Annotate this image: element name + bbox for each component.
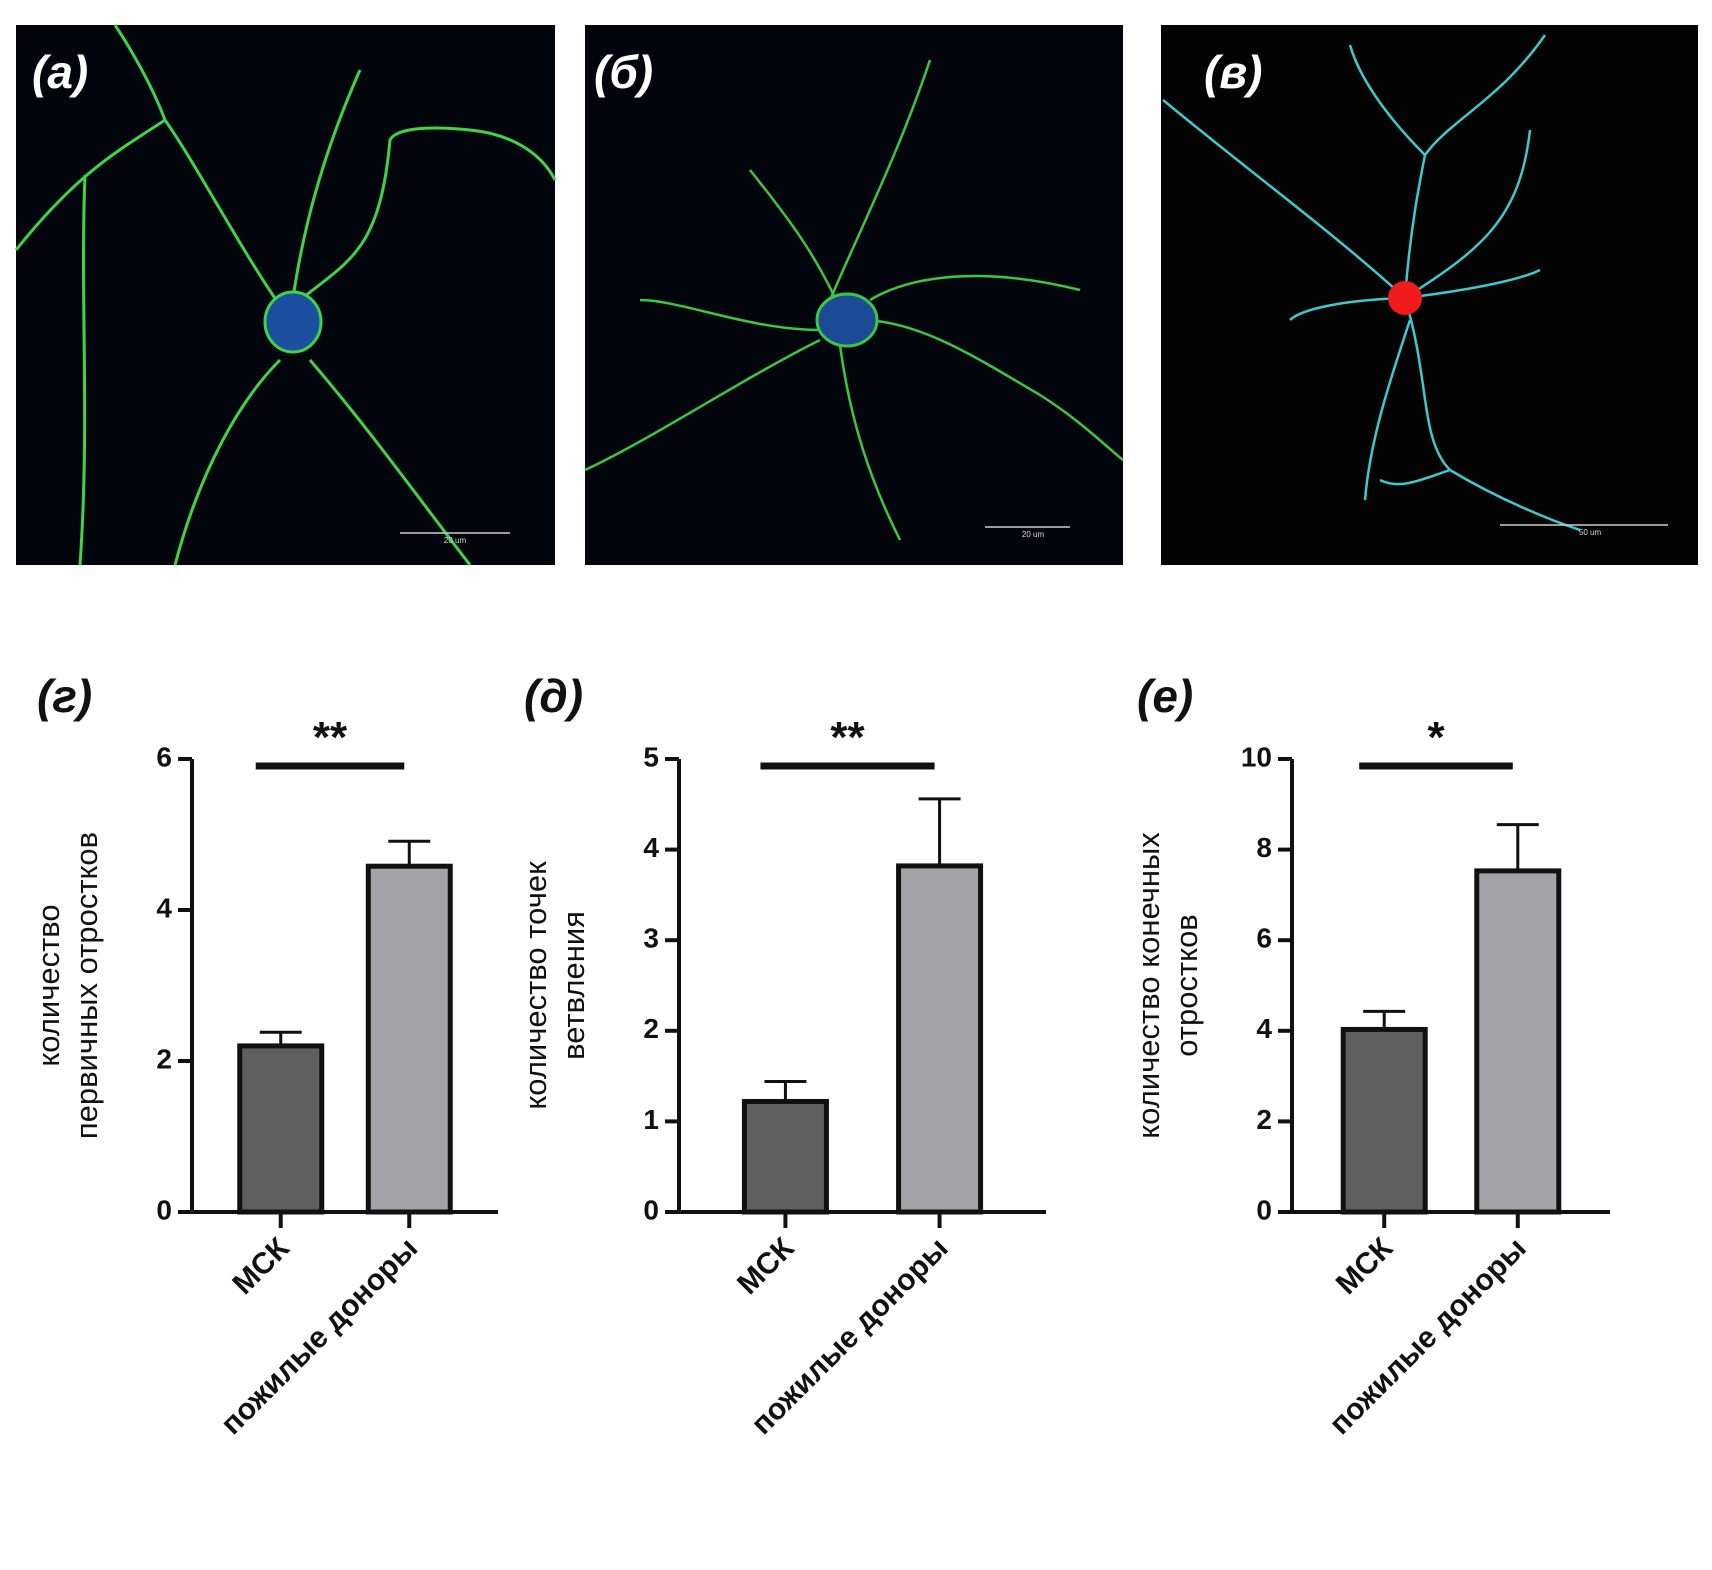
y-tick-label: 8 [1256,832,1272,863]
y-tick-label: 0 [156,1194,172,1225]
y-axis-label-line: количество точек [518,861,553,1110]
y-tick-label: 2 [156,1043,172,1074]
y-tick-label: 5 [643,741,659,772]
x-tick-label: МСК [731,1231,801,1301]
y-axis-label: количество конечныхотростков [1131,832,1204,1139]
micrograph-b [584,25,1124,565]
x-tick-label: МСК [1330,1231,1400,1301]
scale-bar-label: 50 um [1579,528,1602,537]
y-tick-label: 6 [1256,923,1272,954]
y-axis-label: количествопервичных отростков [31,832,104,1139]
y-axis-label-line: первичных отростков [69,832,104,1139]
panel-label: (б) [594,46,653,98]
x-tick-label: МСК [226,1231,296,1301]
panel-label: (г) [37,670,92,722]
y-axis-label-line: ветвления [556,911,591,1060]
bar [237,1043,325,1215]
bar [365,863,453,1215]
y-axis-label-line: отростков [1169,914,1204,1057]
y-tick-label: 0 [643,1194,659,1225]
scale-bar-label: 20 um [444,536,467,545]
scale-bar-label: 20 um [1022,530,1045,539]
y-tick-label: 1 [643,1104,659,1135]
y-axis-label-line: количество [31,904,66,1066]
micrograph-c [1161,25,1698,565]
panel-label: (д) [524,670,583,722]
y-tick-label: 4 [643,832,659,863]
y-tick-label: 2 [1256,1104,1272,1135]
y-tick-label: 6 [156,741,172,772]
panel-label: (е) [1137,670,1193,722]
y-axis-label: количество точекветвления [518,861,591,1110]
y-tick-label: 0 [1256,1194,1272,1225]
bar [741,1098,829,1215]
micrograph-a [14,24,557,566]
bar [1340,1026,1428,1215]
significance-label: * [1427,713,1445,762]
panel-label: (а) [32,46,88,98]
bar [1474,868,1562,1215]
y-axis-label-line: количество конечных [1131,832,1166,1139]
significance-label: ** [830,713,865,762]
bar [896,863,984,1215]
y-tick-label: 4 [156,892,172,923]
y-tick-label: 3 [643,923,659,954]
significance-label: ** [313,713,348,762]
y-tick-label: 2 [643,1013,659,1044]
y-tick-label: 10 [1241,741,1272,772]
panel-label: (в) [1204,46,1262,98]
y-tick-label: 4 [1256,1013,1272,1044]
